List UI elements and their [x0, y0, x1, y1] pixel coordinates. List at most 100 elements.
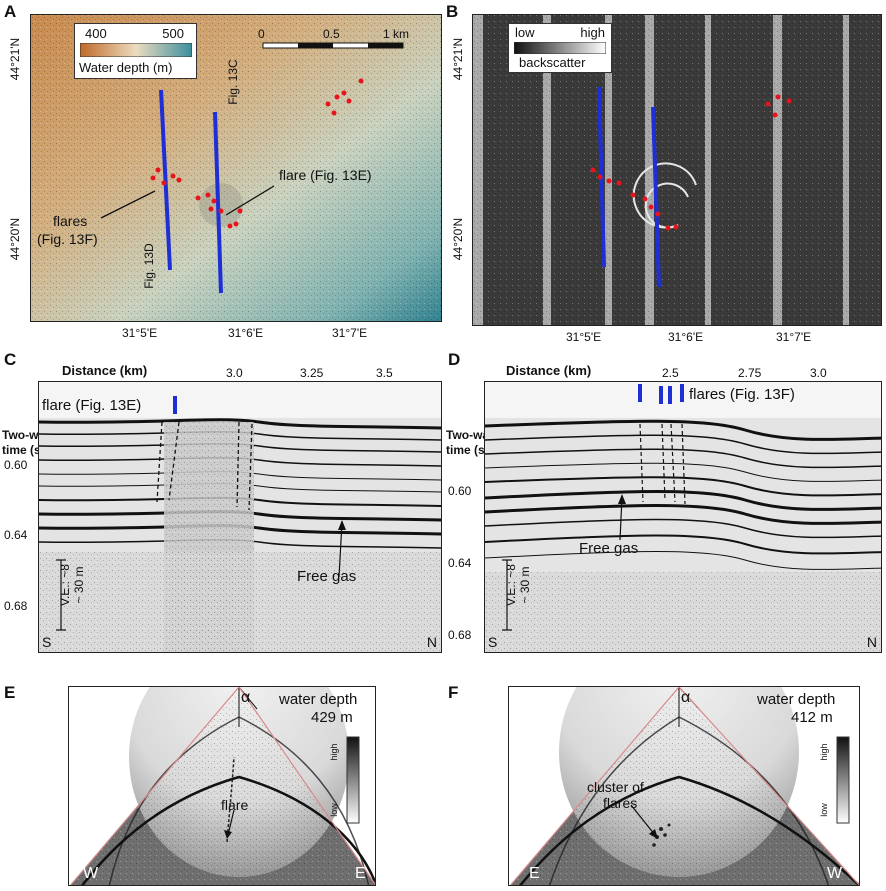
seafloor-depression: [199, 183, 243, 227]
seismic-line-13c: [213, 111, 223, 294]
free-gas-label-c: Free gas: [297, 568, 357, 585]
scale-low-f: low: [819, 803, 829, 817]
intensity-colorbar-f: [836, 736, 850, 824]
dist-c-3: 3.5: [376, 366, 393, 380]
lon-b-2: 31°6'E: [668, 330, 704, 344]
twt-label-d-1: Two-way: [446, 428, 496, 442]
panel-label-f: F: [448, 683, 459, 702]
cluster-label-f-1: cluster of: [587, 779, 644, 795]
south-label-d: S: [488, 634, 498, 650]
south-label-c: S: [42, 634, 52, 650]
north-label-c: N: [426, 634, 437, 650]
panel-label-e: E: [4, 683, 16, 702]
free-gas-label-d: Free gas: [579, 540, 639, 557]
water-depth-label-f: water depth: [757, 691, 836, 708]
ve-length-c: ~ 30 m: [72, 566, 86, 604]
ve-length-d: ~ 30 m: [518, 566, 532, 604]
scale-tick-half: 0.5: [323, 27, 340, 41]
water-depth-label-e: water depth: [279, 691, 358, 708]
legend-min: 400: [85, 26, 107, 41]
lon-a-1: 31°5'E: [122, 326, 158, 340]
backscatter-legend-title: backscatter: [519, 55, 586, 70]
flares-label-d: flares (Fig. 13F): [689, 386, 795, 403]
legend-high: high: [580, 25, 605, 40]
scale-high-e: high: [329, 743, 339, 761]
east-label-f: E: [529, 865, 540, 882]
dist-d-2: 2.75: [738, 366, 762, 380]
lon-a-2: 31°6'E: [228, 326, 264, 340]
flare-arrow-f: [630, 804, 656, 836]
flares-label-2: (Fig. 13F): [37, 231, 98, 247]
flare-points: [150, 78, 364, 229]
backscatter-map: low high backscatter: [472, 14, 882, 326]
fault-lines-c: [156, 421, 253, 511]
lat-top-a: 44°21'N: [8, 37, 22, 81]
scale-bar: [262, 42, 404, 49]
echogram-f: α water depth 412 m high low cluster of …: [508, 686, 860, 886]
intensity-colorbar-e: [346, 736, 360, 824]
scale-tick-0: 0: [258, 27, 265, 41]
seismic-line-13d: [159, 89, 172, 271]
bathymetry-map: 400 500 Water depth (m) 0 0.5 1 km Fig. …: [30, 14, 442, 322]
scale-tick-1km: 1 km: [383, 27, 410, 41]
legend-max: 500: [162, 26, 184, 41]
panel-label-a: A: [4, 2, 17, 21]
water-depth-value-e: 429 m: [311, 709, 353, 726]
ve-label-c: V.E.: ~8: [58, 564, 72, 606]
flare-markers-d: [638, 384, 684, 404]
gas-arrow-d: [619, 496, 623, 541]
west-label-f: W: [827, 865, 843, 882]
twt-c-2: 0.64: [4, 528, 28, 542]
lon-b-1: 31°5'E: [566, 330, 602, 344]
dist-c-2: 3.25: [300, 366, 324, 380]
ve-label-d: V.E.: ~8: [504, 564, 518, 606]
flare-points-b: [590, 94, 792, 231]
backscatter-colorbar: [514, 42, 606, 54]
depth-colorbar: [80, 43, 192, 57]
reflectors-c: [39, 418, 441, 549]
twt-c-1: 0.60: [4, 458, 28, 472]
label-fig-13d: Fig. 13D: [142, 243, 156, 289]
seismic-profile-c: flare (Fig. 13E) Free gas V.E.: ~8 ~ 30 …: [38, 381, 442, 653]
twt-label-c-2: time (s): [2, 443, 45, 457]
west-label-e: W: [83, 865, 99, 882]
panel-label-d: D: [448, 350, 461, 369]
twt-d-3: 0.68: [448, 628, 472, 642]
lon-a-3: 31°7'E: [332, 326, 368, 340]
flare-label-c: flare (Fig. 13E): [42, 397, 142, 414]
distance-label-c: Distance (km): [62, 363, 148, 378]
flare-arrow-e: [227, 809, 235, 836]
legend-title: Water depth (m): [79, 60, 173, 75]
label-fig-13c: Fig. 13C: [226, 59, 240, 105]
flare-leader-line: [225, 185, 275, 216]
north-label-d: N: [866, 634, 877, 650]
scale-low-e: low: [329, 803, 339, 817]
cluster-label-f-2: flares: [603, 795, 638, 811]
flares-leader-line: [100, 190, 156, 219]
seismic-line-b2: [651, 106, 661, 288]
seismic-profile-d: flares (Fig. 13F) Free gas V.E.: ~8 ~ 30…: [484, 381, 882, 653]
reflectors-d: [485, 419, 881, 570]
lon-b-3: 31°7'E: [776, 330, 812, 344]
twt-d-1: 0.60: [448, 484, 472, 498]
dist-c-1: 3.0: [226, 366, 243, 380]
depth-legend: 400 500 Water depth (m): [74, 23, 197, 79]
flare-label-e: flare: [221, 797, 249, 813]
lat-top-b: 44°21'N: [451, 37, 465, 81]
panel-label-b: B: [446, 2, 459, 21]
east-label-e: E: [355, 865, 366, 882]
lat-bottom-b: 44°20'N: [451, 217, 465, 261]
gas-arrow-c: [338, 521, 343, 578]
distance-label-d: Distance (km): [506, 363, 592, 378]
twt-d-2: 0.64: [448, 556, 472, 570]
legend-low: low: [515, 25, 535, 40]
fault-lines-d: [639, 423, 686, 505]
water-depth-value-f: 412 m: [791, 709, 833, 726]
scale-high-f: high: [819, 743, 829, 761]
panel-label-c: C: [4, 350, 17, 369]
twt-label-d-2: time (s): [446, 443, 489, 457]
alpha-label-f: α: [681, 689, 691, 706]
backscatter-legend: low high backscatter: [508, 23, 612, 73]
dist-d-1: 2.5: [662, 366, 679, 380]
twt-c-3: 0.68: [4, 599, 28, 613]
